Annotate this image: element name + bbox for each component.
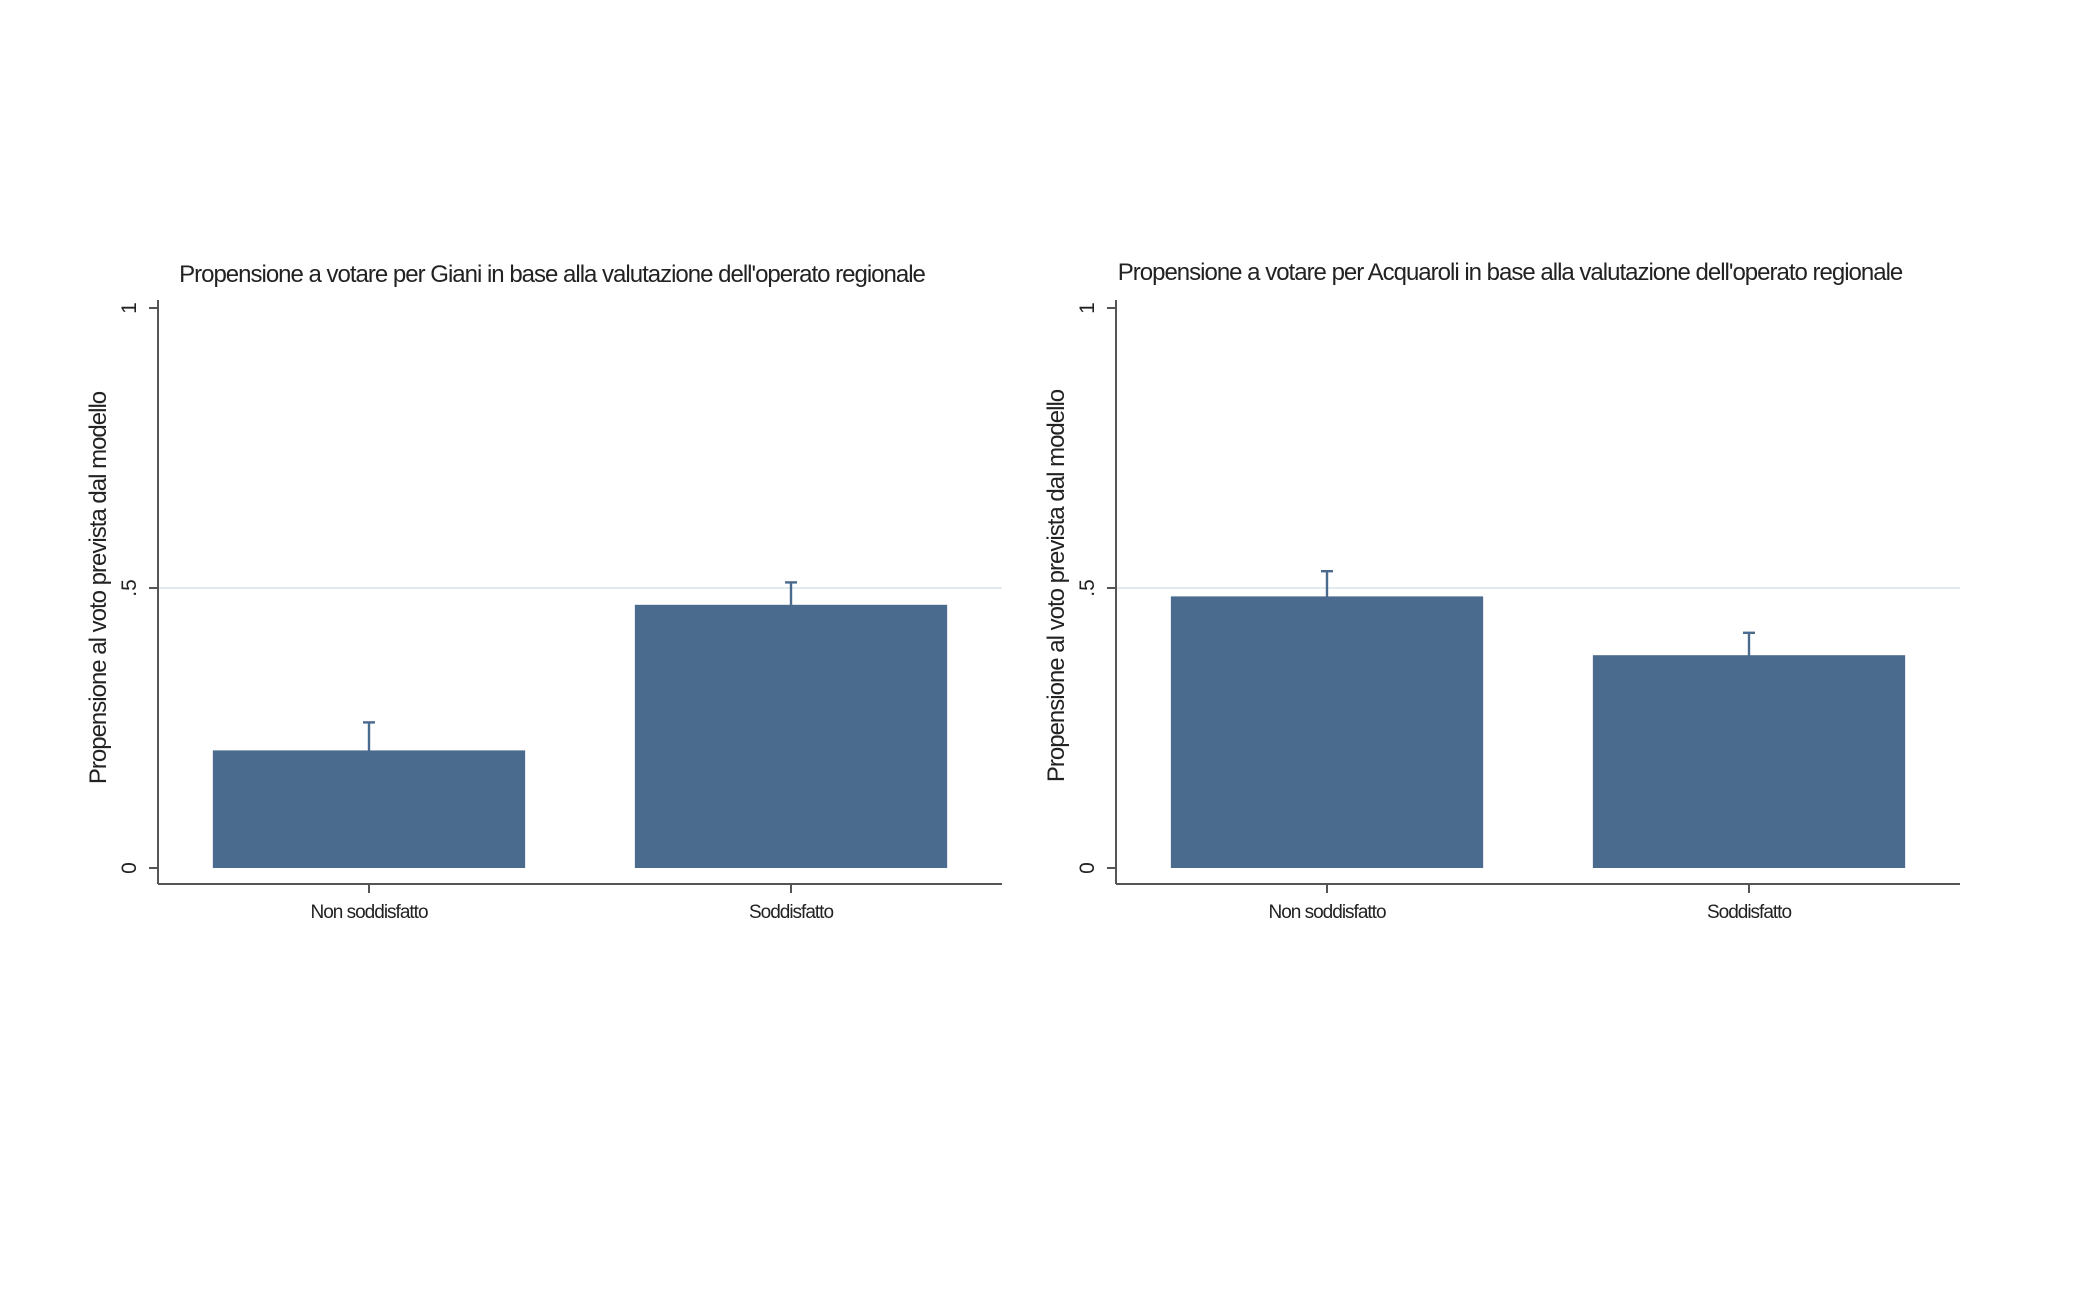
chart-title: Propensione a votare per Giani in base a… [179,261,925,288]
chart-svg: Propensione a votare per Acquaroli in ba… [1043,259,1960,923]
chart-svg: Propensione a votare per Giani in base a… [85,261,1002,923]
y-tick-label: .5 [118,579,141,597]
bar [634,604,948,868]
y-axis-label: Propensione al voto prevista dal modello [1043,389,1070,782]
chart-title: Propensione a votare per Acquaroli in ba… [1118,259,1903,286]
x-tick-label: Soddisfatto [749,902,833,923]
y-tick-label: 0 [118,862,141,874]
y-tick-label: 1 [118,302,141,314]
chart-acquaroli: Propensione a votare per Acquaroli in ba… [1030,236,1990,966]
y-tick-label: 1 [1076,302,1099,314]
y-tick-label: .5 [1076,579,1099,597]
chart-giani: Propensione a votare per Giani in base a… [72,236,1032,966]
bar [1170,596,1484,868]
x-tick-label: Non soddisfatto [1268,902,1385,923]
figure: Propensione a votare per Giani in base a… [72,236,1978,966]
plot-area: 0 .5 1 Non soddisfatto Soddisfatto [118,300,1002,923]
x-tick-label: Non soddisfatto [310,902,427,923]
x-tick-label: Soddisfatto [1707,902,1791,923]
y-tick-label: 0 [1076,862,1099,874]
bar [1592,655,1906,868]
y-axis-label: Propensione al voto prevista dal modello [85,391,112,784]
plot-area: 0 .5 1 Non soddisfatto Soddisfatto [1076,300,1960,923]
